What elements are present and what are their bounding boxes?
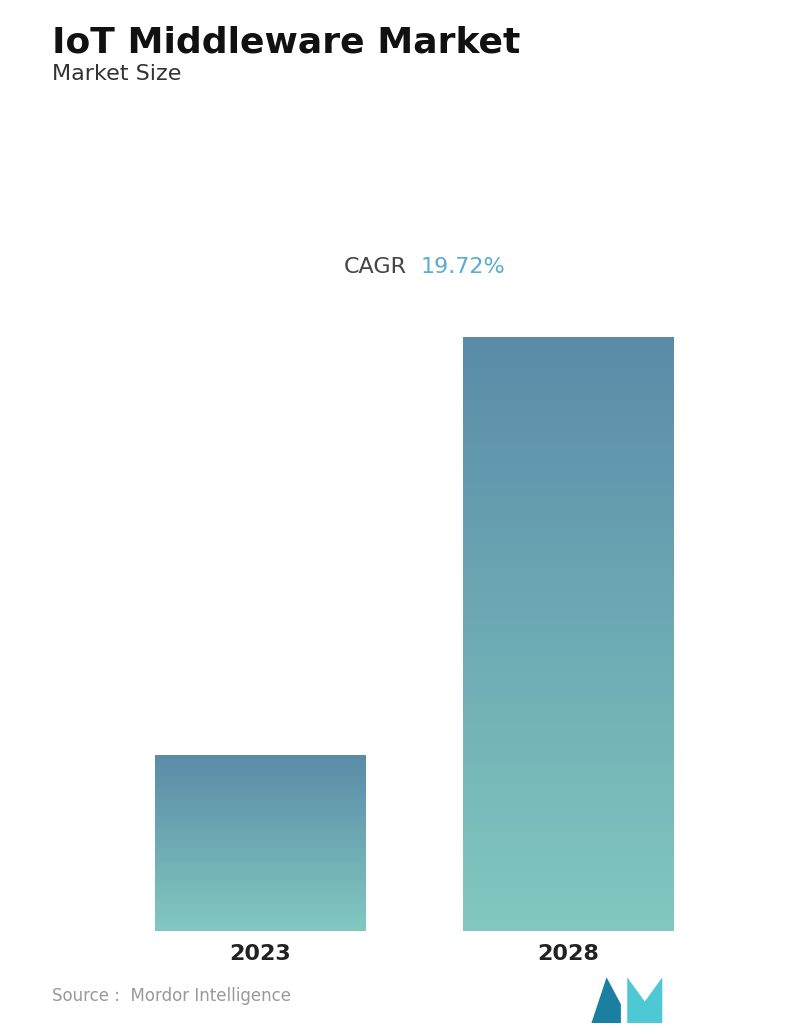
Text: IoT Middleware Market: IoT Middleware Market bbox=[52, 26, 520, 60]
Text: Market Size: Market Size bbox=[52, 64, 181, 84]
Polygon shape bbox=[627, 977, 662, 1023]
Polygon shape bbox=[591, 977, 621, 1023]
Text: 19.72%: 19.72% bbox=[421, 257, 505, 277]
Text: CAGR: CAGR bbox=[344, 257, 407, 277]
Text: Source :  Mordor Intelligence: Source : Mordor Intelligence bbox=[52, 987, 291, 1005]
